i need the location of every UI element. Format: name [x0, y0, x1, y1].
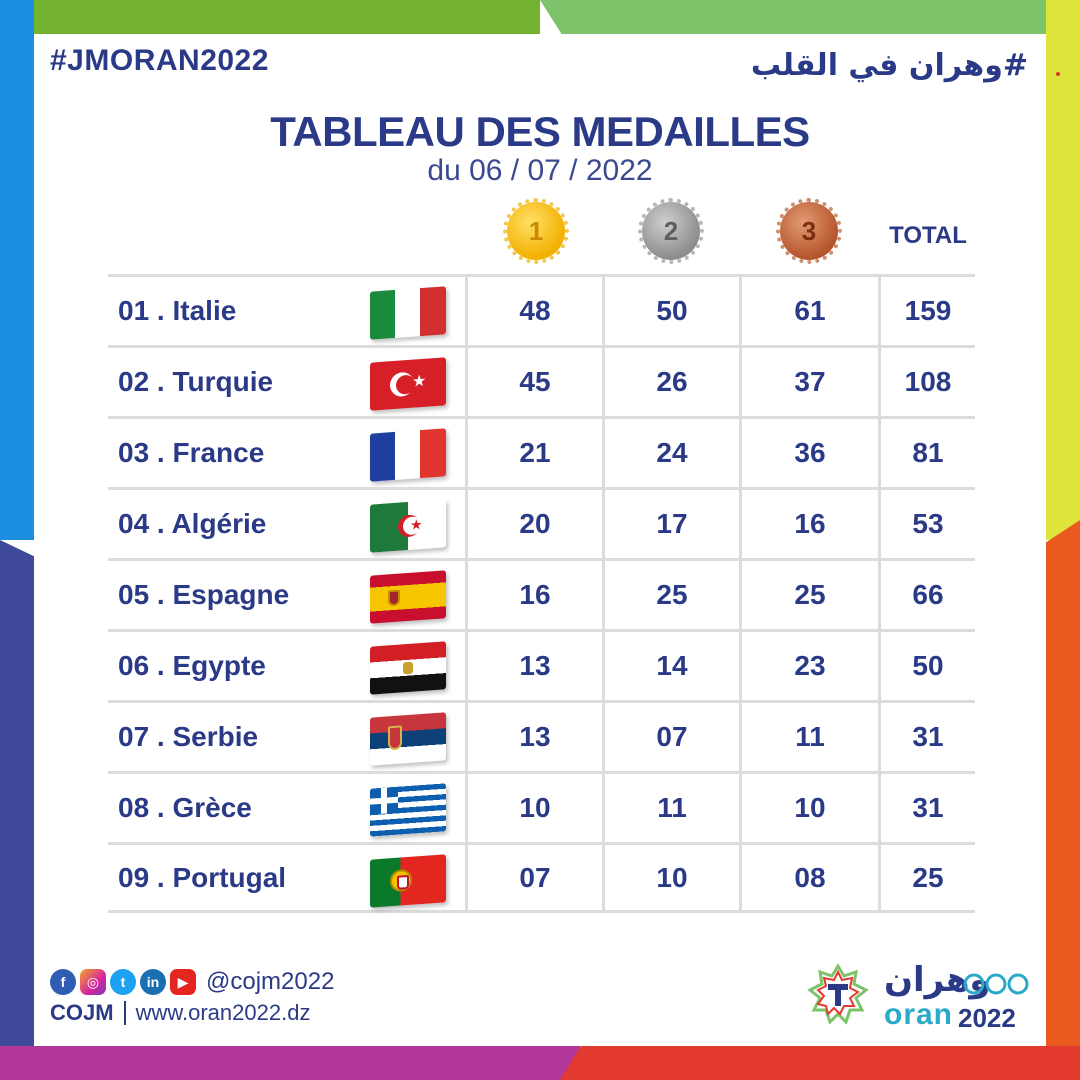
hashtag: #JMORAN2022: [50, 44, 269, 77]
total-count: 31: [878, 703, 975, 771]
website-link[interactable]: www.oran2022.dz: [135, 1000, 311, 1025]
silver-count: 24: [602, 419, 739, 487]
divider: [123, 1001, 126, 1025]
decorative-dot: [1056, 72, 1060, 76]
gold-count: 07: [465, 845, 602, 910]
table-row: 08 . Grèce 10 11 10 31: [108, 771, 975, 842]
table-row: 04 . Algérie ★ 20 17 16 53: [108, 487, 975, 558]
frame-bottom-left: [0, 1046, 580, 1080]
frame-right-top: [1046, 0, 1080, 540]
arabic-hashtag: #وهران في القلب: [750, 48, 1028, 83]
table-row: 01 . Italie 48 50 61 159: [108, 274, 975, 345]
total-count: 50: [878, 632, 975, 700]
spain-flag-icon: [370, 570, 446, 624]
gold-count: 16: [465, 561, 602, 629]
country-name: 06 . Egypte: [118, 650, 266, 681]
country-name: 08 . Grèce: [118, 792, 252, 823]
total-count: 25: [878, 845, 975, 910]
table-row: 03 . France 21 24 36 81: [108, 416, 975, 487]
gold-count: 21: [465, 419, 602, 487]
org-line: COJM www.oran2022.dz: [50, 1000, 310, 1026]
medal-table: 01 . Italie 48 50 61 159 02 . Turquie ★ …: [108, 274, 975, 913]
table-row: 07 . Serbie 13 07 11 31: [108, 700, 975, 771]
silver-count: 26: [602, 348, 739, 416]
linkedin-icon[interactable]: in: [140, 969, 166, 995]
turkey-flag-icon: ★: [370, 357, 446, 411]
gold-medal-icon: 1: [503, 198, 569, 264]
logo-city-text: oran: [884, 998, 954, 1031]
table-row: 02 . Turquie ★ 45 26 37 108: [108, 345, 975, 416]
gold-count: 48: [465, 277, 602, 345]
silver-count: 17: [602, 490, 739, 558]
silver-count: 11: [602, 774, 739, 842]
table-row: 05 . Espagne 16 25 25 66: [108, 558, 975, 629]
frame-right-bottom: [1046, 520, 1080, 1080]
facebook-icon[interactable]: f: [50, 969, 76, 995]
table-row: 09 . Portugal 07 10 08 25: [108, 842, 975, 913]
bronze-count: 08: [739, 845, 878, 910]
country-name: 01 . Italie: [118, 295, 237, 326]
youtube-icon[interactable]: ▶: [170, 969, 196, 995]
twitter-icon[interactable]: t: [110, 969, 136, 995]
algeria-flag-icon: ★: [370, 499, 446, 553]
bronze-medal-number: 3: [801, 215, 817, 246]
portugal-flag-icon: [370, 854, 446, 908]
greece-flag-icon: [370, 783, 446, 837]
country-name: 03 . France: [118, 437, 265, 468]
serbia-flag-icon: [370, 712, 446, 766]
total-count: 159: [878, 277, 975, 345]
country-name: 07 . Serbie: [118, 721, 259, 752]
page-title: TABLEAU DES MEDAILLES: [270, 108, 810, 155]
country-name: 09 . Portugal: [118, 861, 287, 893]
silver-medal-number: 2: [663, 215, 679, 246]
bronze-medal-icon: 3: [776, 198, 842, 264]
bronze-count: 10: [739, 774, 878, 842]
egypt-flag-icon: [370, 641, 446, 695]
olympic-rings-icon: [963, 973, 1029, 995]
bronze-count: 11: [739, 703, 878, 771]
total-count: 53: [878, 490, 975, 558]
bronze-count: 23: [739, 632, 878, 700]
total-count: 31: [878, 774, 975, 842]
frame-left-bottom: [0, 540, 34, 1080]
instagram-icon[interactable]: ◎: [80, 969, 106, 995]
bronze-count: 37: [739, 348, 878, 416]
frame-top-right: [540, 0, 1080, 34]
logo-year-text: 2022: [958, 1003, 1016, 1033]
total-count: 66: [878, 561, 975, 629]
frame-left-top: [0, 0, 34, 540]
bronze-count: 16: [739, 490, 878, 558]
silver-count: 07: [602, 703, 739, 771]
gold-count: 13: [465, 632, 602, 700]
france-flag-icon: [370, 428, 446, 482]
gold-medal-number: 1: [528, 215, 544, 246]
gold-count: 10: [465, 774, 602, 842]
silver-medal-icon: 2: [638, 198, 704, 264]
bronze-count: 36: [739, 419, 878, 487]
total-count: 81: [878, 419, 975, 487]
silver-count: 50: [602, 277, 739, 345]
frame-top-left: [0, 0, 540, 34]
country-name: 04 . Algérie: [118, 508, 267, 539]
org-name: COJM: [50, 1000, 114, 1025]
country-name: 05 . Espagne: [118, 579, 290, 610]
country-name: 02 . Turquie: [118, 366, 274, 397]
social-links: f ◎ t in ▶ @cojm2022: [50, 968, 334, 996]
gold-count: 20: [465, 490, 602, 558]
total-count: 108: [878, 348, 975, 416]
gold-count: 13: [465, 703, 602, 771]
silver-count: 10: [602, 845, 739, 910]
silver-count: 25: [602, 561, 739, 629]
bronze-count: 25: [739, 561, 878, 629]
social-handle[interactable]: @cojm2022: [206, 968, 335, 995]
silver-count: 14: [602, 632, 739, 700]
oran-2022-logo-icon: [807, 963, 869, 1025]
frame-bottom-right: [560, 1046, 1080, 1080]
total-header: TOTAL: [889, 222, 967, 249]
bronze-count: 61: [739, 277, 878, 345]
italy-flag-icon: [370, 286, 446, 340]
table-row: 06 . Egypte 13 14 23 50: [108, 629, 975, 700]
page-subtitle: du 06 / 07 / 2022: [427, 154, 653, 187]
gold-count: 45: [465, 348, 602, 416]
